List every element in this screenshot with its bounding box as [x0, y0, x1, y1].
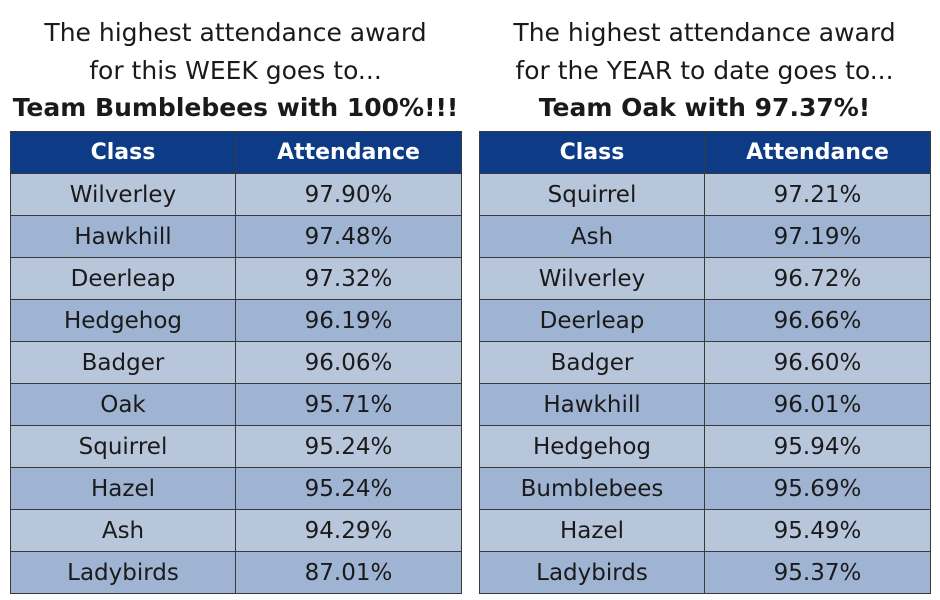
table-row: Squirrel 97.21%	[479, 173, 931, 216]
table-row: Deerleap 97.32%	[10, 257, 462, 300]
yearly-attendance-table: Class Attendance Squirrel 97.21% Ash 97.19%…	[479, 131, 931, 594]
class-name-cell: Ash	[10, 509, 236, 552]
attendance-cell: 96.01%	[704, 383, 931, 426]
table-row: Ash 94.29%	[10, 509, 462, 552]
table-row: Bumblebees 95.69%	[479, 467, 931, 510]
column-header-class: Class	[10, 131, 236, 174]
class-name-cell: Oak	[10, 383, 236, 426]
class-name-cell: Badger	[479, 341, 705, 384]
attendance-cell: 94.29%	[235, 509, 462, 552]
class-name-cell: Hedgehog	[10, 299, 236, 342]
column-header-class: Class	[479, 131, 705, 174]
table-row: Ladybirds 87.01%	[10, 551, 462, 594]
weekly-heading-line1: The highest attendance award	[44, 18, 427, 47]
attendance-cell: 87.01%	[235, 551, 462, 594]
attendance-cell: 97.19%	[704, 215, 931, 258]
class-name-cell: Hawkhill	[10, 215, 236, 258]
yearly-heading-line2: for the YEAR to date goes to...	[515, 56, 894, 85]
table-row: Hedgehog 95.94%	[479, 425, 931, 468]
table-row: Wilverley 97.90%	[10, 173, 462, 216]
weekly-attendance-table: Class Attendance Wilverley 97.90% Hawkhill…	[10, 131, 462, 594]
column-header-attendance: Attendance	[704, 131, 931, 174]
table-row: Badger 96.60%	[479, 341, 931, 384]
table-row: Hawkhill 96.01%	[479, 383, 931, 426]
attendance-cell: 96.60%	[704, 341, 931, 384]
attendance-cell: 97.48%	[235, 215, 462, 258]
yearly-table-body: Squirrel 97.21% Ash 97.19% Wilverley 96.72% De…	[479, 173, 931, 594]
class-name-cell: Ladybirds	[10, 551, 236, 594]
weekly-heading-line2: for this WEEK goes to...	[89, 56, 382, 85]
class-name-cell: Wilverley	[479, 257, 705, 300]
attendance-cell: 96.72%	[704, 257, 931, 300]
class-name-cell: Hazel	[10, 467, 236, 510]
attendance-cell: 95.69%	[704, 467, 931, 510]
table-row: Deerleap 96.66%	[479, 299, 931, 342]
yearly-heading-line1: The highest attendance award	[513, 18, 896, 47]
class-name-cell: Hedgehog	[479, 425, 705, 468]
column-header-attendance: Attendance	[235, 131, 462, 174]
class-name-cell: Squirrel	[479, 173, 705, 216]
class-name-cell: Deerleap	[479, 299, 705, 342]
table-header-row: Class Attendance	[10, 131, 462, 174]
attendance-cell: 95.49%	[704, 509, 931, 552]
attendance-cell: 95.24%	[235, 467, 462, 510]
table-row: Badger 96.06%	[10, 341, 462, 384]
attendance-cell: 95.71%	[235, 383, 462, 426]
attendance-cell: 96.66%	[704, 299, 931, 342]
weekly-award-panel: The highest attendance award for this WE…	[10, 0, 462, 594]
yearly-winner: Team Oak with 97.37%!	[538, 93, 871, 122]
attendance-cell: 96.06%	[235, 341, 462, 384]
table-row: Hawkhill 97.48%	[10, 215, 462, 258]
class-name-cell: Bumblebees	[479, 467, 705, 510]
yearly-award-heading: The highest attendance award for the YEA…	[479, 0, 930, 131]
attendance-cell: 97.90%	[235, 173, 462, 216]
table-row: Oak 95.71%	[10, 383, 462, 426]
table-row: Ladybirds 95.37%	[479, 551, 931, 594]
attendance-cell: 97.21%	[704, 173, 931, 216]
class-name-cell: Squirrel	[10, 425, 236, 468]
attendance-cell: 96.19%	[235, 299, 462, 342]
attendance-cell: 97.32%	[235, 257, 462, 300]
table-row: Ash 97.19%	[479, 215, 931, 258]
class-name-cell: Ladybirds	[479, 551, 705, 594]
class-name-cell: Deerleap	[10, 257, 236, 300]
class-name-cell: Wilverley	[10, 173, 236, 216]
attendance-cell: 95.37%	[704, 551, 931, 594]
yearly-award-panel: The highest attendance award for the YEA…	[479, 0, 931, 594]
class-name-cell: Hawkhill	[479, 383, 705, 426]
attendance-cell: 95.24%	[235, 425, 462, 468]
class-name-cell: Badger	[10, 341, 236, 384]
table-row: Squirrel 95.24%	[10, 425, 462, 468]
table-row: Hazel 95.49%	[479, 509, 931, 552]
table-header-row: Class Attendance	[479, 131, 931, 174]
class-name-cell: Hazel	[479, 509, 705, 552]
weekly-award-heading: The highest attendance award for this WE…	[10, 0, 461, 131]
class-name-cell: Ash	[479, 215, 705, 258]
attendance-cell: 95.94%	[704, 425, 931, 468]
table-row: Hazel 95.24%	[10, 467, 462, 510]
weekly-table-body: Wilverley 97.90% Hawkhill 97.48% Deerleap 97.…	[10, 173, 462, 594]
table-row: Hedgehog 96.19%	[10, 299, 462, 342]
weekly-winner: Team Bumblebees with 100%!!!	[12, 93, 459, 122]
table-row: Wilverley 96.72%	[479, 257, 931, 300]
